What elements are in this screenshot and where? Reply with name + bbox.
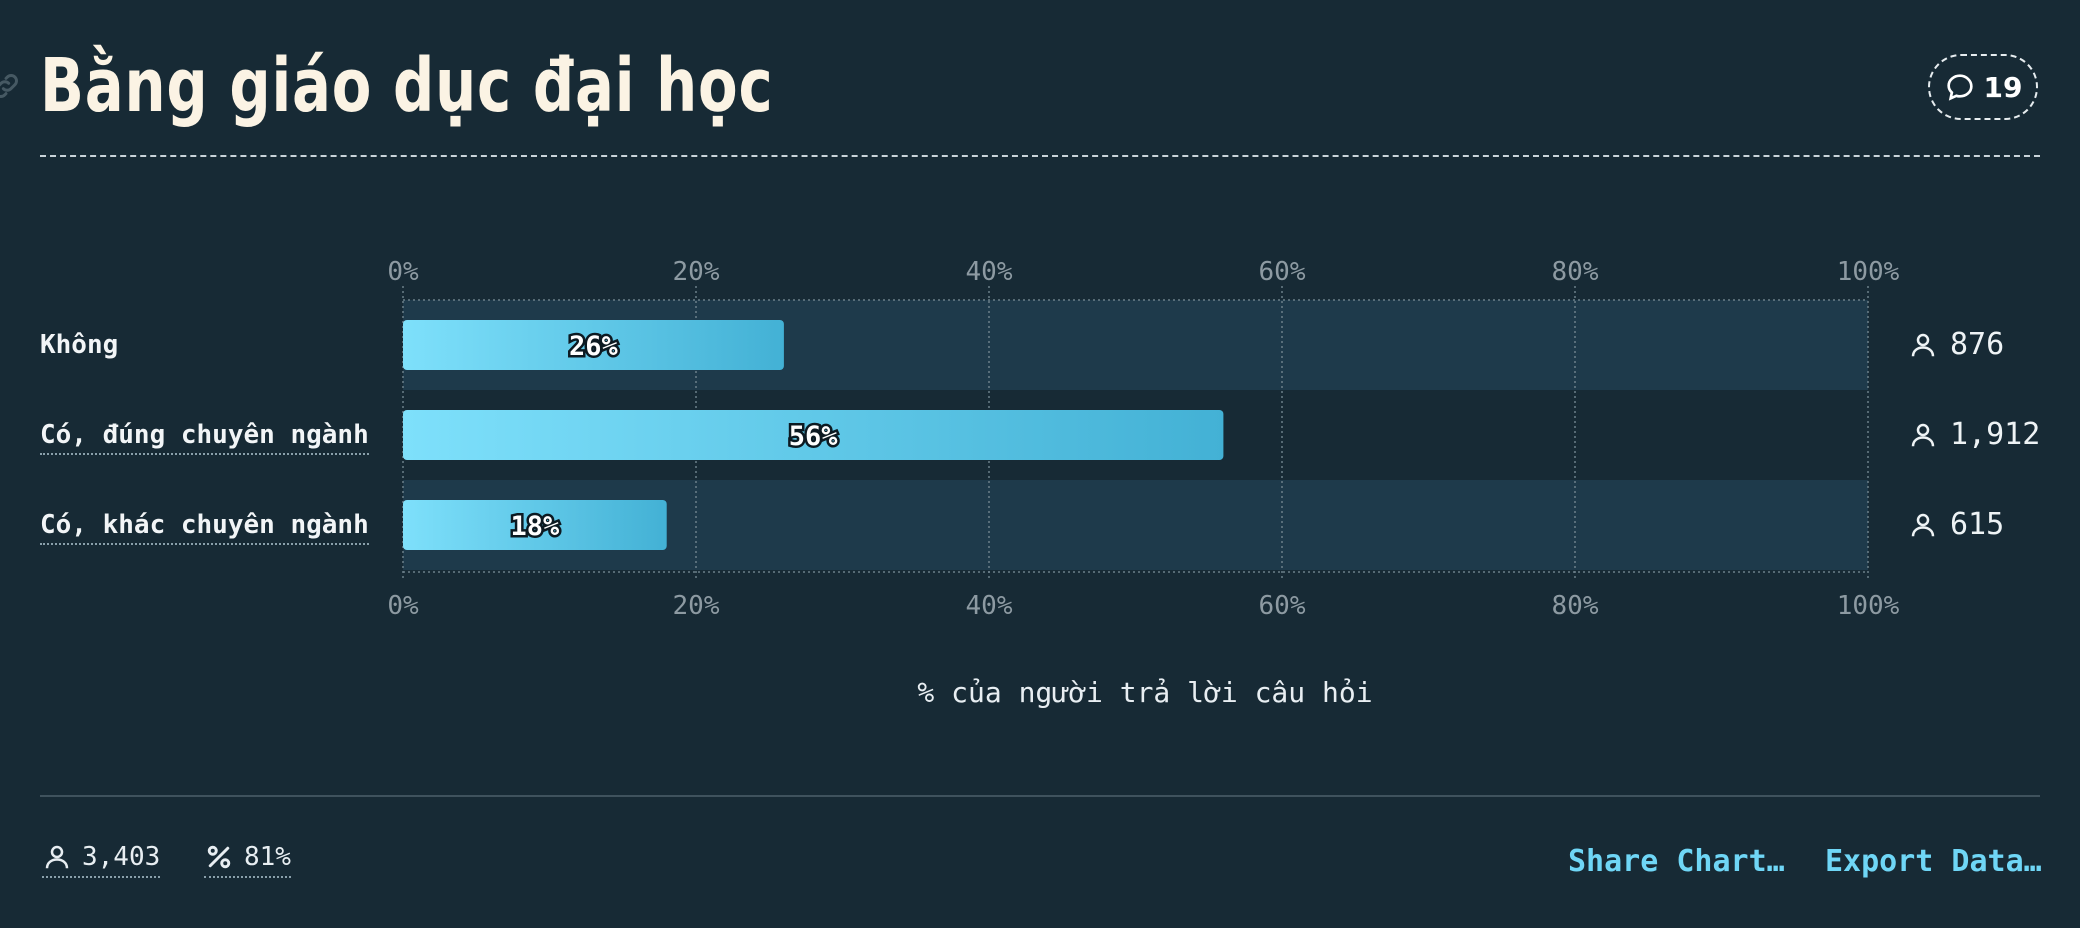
bar bbox=[403, 500, 667, 550]
response-rate-stat[interactable]: 81% bbox=[204, 842, 291, 878]
person-icon bbox=[1911, 513, 1935, 536]
count-khac-chuyen-nganh: 615 bbox=[1908, 507, 2004, 542]
bar-value-label: 56% bbox=[789, 421, 839, 452]
person-icon bbox=[1911, 333, 1935, 356]
export-data-button[interactable]: Export Data… bbox=[1825, 844, 2042, 879]
tick-label-top: 60% bbox=[1259, 257, 1306, 287]
tick-label-bottom: 100% bbox=[1837, 591, 1900, 621]
percent-icon bbox=[207, 845, 231, 869]
count-khong: 876 bbox=[1908, 327, 2004, 362]
bar bbox=[403, 410, 1224, 460]
tick-label-bottom: 60% bbox=[1259, 591, 1306, 621]
bar bbox=[403, 320, 784, 370]
comment-icon bbox=[1946, 74, 1973, 101]
tick-label-top: 40% bbox=[966, 257, 1013, 287]
tick-label-bottom: 80% bbox=[1552, 591, 1599, 621]
category-label-khong: Không bbox=[40, 330, 119, 360]
count-dung-chuyen-nganh: 1,912 bbox=[1908, 417, 2040, 452]
count-value: 1,912 bbox=[1950, 417, 2041, 452]
tick-label-top: 100% bbox=[1837, 257, 1900, 287]
bar-value-label: 18% bbox=[510, 511, 560, 542]
tick-label-bottom: 20% bbox=[673, 591, 720, 621]
count-value: 615 bbox=[1950, 507, 2005, 542]
comments-count: 19 bbox=[1983, 70, 2023, 104]
person-icon bbox=[1911, 423, 1935, 446]
x-axis-label: % của người trả lời câu hỏi bbox=[917, 676, 1373, 709]
person-icon bbox=[45, 845, 69, 869]
tick-label-top: 80% bbox=[1552, 257, 1599, 287]
respondents-stat[interactable]: 3,403 bbox=[42, 842, 161, 878]
comments-button[interactable]: 19 bbox=[1928, 54, 2038, 120]
tick-label-bottom: 40% bbox=[966, 591, 1013, 621]
response-rate-value: 81% bbox=[244, 842, 291, 872]
category-label-dung-chuyen-nganh[interactable]: Có, đúng chuyên ngành bbox=[40, 417, 369, 455]
link-icon[interactable] bbox=[0, 70, 22, 102]
tick-label-top: 0% bbox=[387, 257, 419, 287]
tick-label-top: 20% bbox=[673, 257, 720, 287]
footer-divider bbox=[40, 795, 2040, 797]
page-title: Bằng giáo dục đại học bbox=[40, 43, 774, 129]
respondents-value: 3,403 bbox=[82, 842, 161, 872]
category-label-khac-chuyen-nganh[interactable]: Có, khác chuyên ngành bbox=[40, 507, 369, 545]
header-divider bbox=[40, 155, 2040, 157]
tick-label-bottom: 0% bbox=[387, 591, 419, 621]
share-chart-button[interactable]: Share Chart… bbox=[1568, 844, 1785, 879]
count-value: 876 bbox=[1950, 327, 2005, 362]
bar-value-label: 26% bbox=[569, 331, 619, 362]
